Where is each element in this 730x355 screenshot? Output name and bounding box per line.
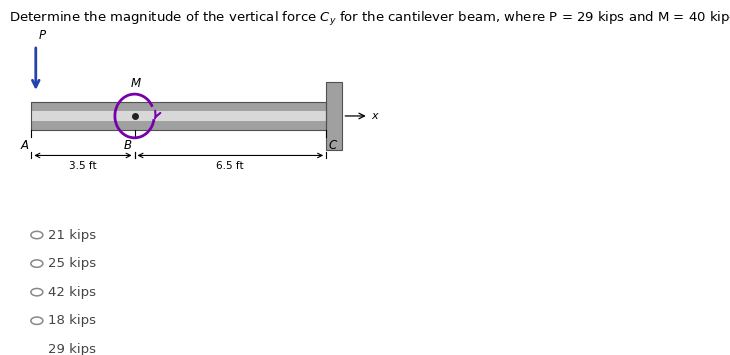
Text: 42 kips: 42 kips [47,286,96,299]
Text: x: x [372,111,378,121]
Text: A: A [20,139,28,152]
Bar [31,102,326,130]
Text: 25 kips: 25 kips [47,257,96,270]
Text: 6.5 ft: 6.5 ft [217,160,244,170]
Bar [31,121,326,130]
Text: M: M [131,77,141,90]
Text: 18 kips: 18 kips [47,314,96,327]
Text: B: B [124,139,132,152]
Bar [326,82,342,149]
Text: C: C [328,139,337,152]
Text: 21 kips: 21 kips [47,229,96,241]
Text: P: P [39,29,45,42]
Text: Determine the magnitude of the vertical force $C_y$ for the cantilever beam, whe: Determine the magnitude of the vertical … [9,10,730,28]
Bar [31,102,326,111]
Text: 29 kips: 29 kips [47,343,96,355]
Text: 3.5 ft: 3.5 ft [69,160,97,170]
Bar [31,111,326,121]
